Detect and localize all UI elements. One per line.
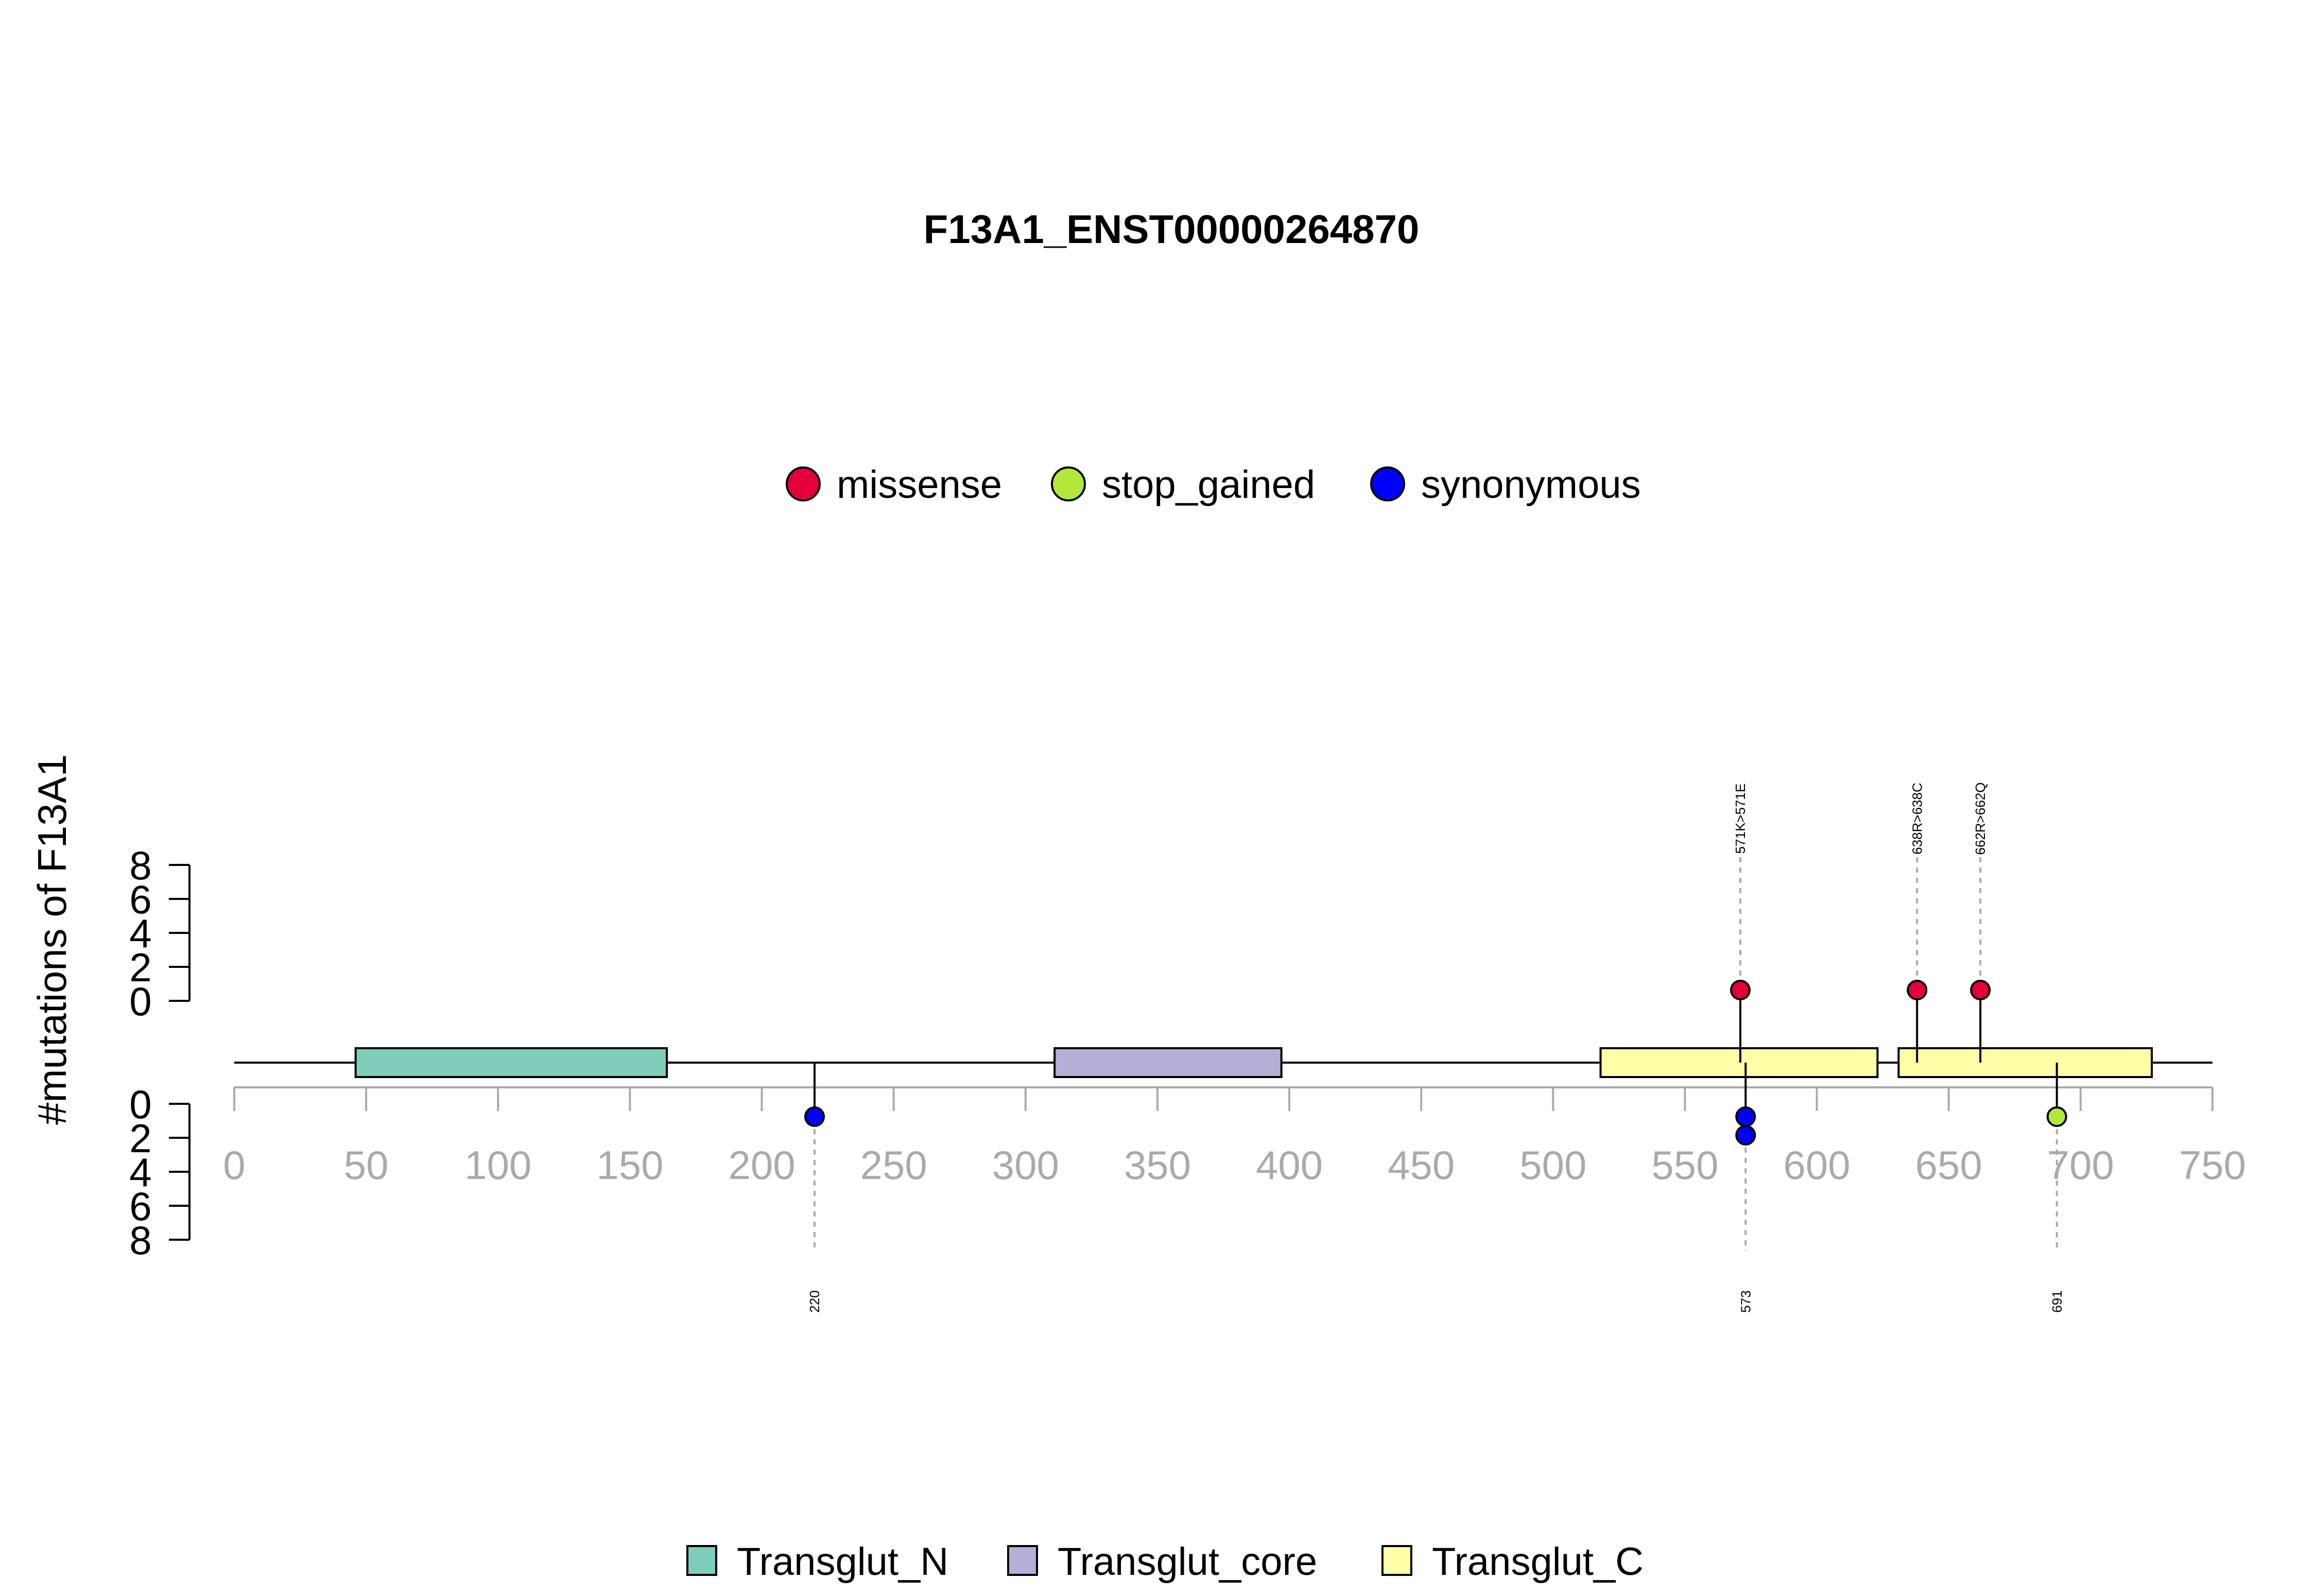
x-tick-label-750: 750 <box>2179 1142 2246 1188</box>
x-tick-label-150: 150 <box>596 1142 663 1188</box>
y-tick-label-lower-8: 8 <box>129 1218 151 1263</box>
mutation-label-220: 220 <box>807 1290 822 1312</box>
mutation-point-571K>571E <box>1730 980 1751 1000</box>
legend-Transglut_C-label: Transglut_C <box>1432 1540 1644 1584</box>
mutation-point-573 <box>1735 1106 1756 1127</box>
mutation-type-legend: missense stop_gained synonymous <box>786 463 1641 507</box>
y-tick-label-lower-0: 0 <box>129 1082 151 1127</box>
mutation-label-691: 691 <box>2049 1290 2065 1312</box>
x-tick-label-200: 200 <box>728 1142 795 1188</box>
mutation-label-571K>571E: 571K>571E <box>1733 784 1748 854</box>
x-tick-label-400: 400 <box>1256 1142 1323 1188</box>
x-tick-label-700: 700 <box>2047 1142 2114 1188</box>
legend-synonymous-swatch <box>1370 466 1405 501</box>
legend-missense-swatch <box>786 466 821 501</box>
y-tick-label-lower-6: 6 <box>129 1184 151 1229</box>
y-axis-label: #mutations of F13A1 <box>29 754 75 1125</box>
x-tick-label-350: 350 <box>1124 1142 1191 1188</box>
x-tick-label-600: 600 <box>1784 1142 1851 1188</box>
x-tick-label-450: 450 <box>1388 1142 1455 1188</box>
mutation-label-573: 573 <box>1738 1290 1753 1312</box>
x-tick-label-550: 550 <box>1651 1142 1718 1188</box>
x-tick-label-650: 650 <box>1915 1142 1982 1188</box>
mutation-point-691 <box>2046 1106 2067 1127</box>
mutation-point-662R>662Q <box>1970 980 1991 1000</box>
domain-legend: Transglut_N Transglut_core Transglut_C <box>686 1540 1644 1584</box>
x-tick-label-0: 0 <box>223 1142 245 1188</box>
domain-Transglut_C <box>1599 1047 1879 1078</box>
domain-Transglut_N <box>354 1047 668 1078</box>
y-tick-label-upper-4: 4 <box>129 911 151 956</box>
legend-missense-label: missense <box>837 463 1002 507</box>
legend-Transglut_core-label: Transglut_core <box>1058 1540 1317 1584</box>
x-axis: 0 50 100 150 200 250 300 350 400 450 500 550 600 650 7… <box>223 1086 2246 1188</box>
mutation-label-662R>662Q: 662R>662Q <box>1973 783 1988 855</box>
legend-stop_gained-swatch <box>1051 466 1086 501</box>
x-tick-label-100: 100 <box>464 1142 531 1188</box>
domain-Transglut_C <box>1897 1047 2153 1078</box>
legend-Transglut_N-swatch <box>686 1545 717 1576</box>
x-tick-label-50: 50 <box>344 1142 389 1188</box>
domain-boxes <box>354 1047 2153 1078</box>
y-tick-label-upper-8: 8 <box>129 843 151 888</box>
y-tick-label-upper-6: 6 <box>129 877 151 922</box>
legend-Transglut_core-swatch <box>1007 1545 1038 1576</box>
x-tick-label-300: 300 <box>992 1142 1059 1188</box>
domain-Transglut_core <box>1053 1047 1283 1078</box>
mutation-point-638R>638C <box>1907 980 1928 1000</box>
y-tick-label-lower-2: 2 <box>129 1116 151 1161</box>
mutation-label-638R>638C: 638R>638C <box>1909 783 1925 855</box>
y-tick-label-upper-0: 0 <box>129 979 151 1024</box>
mutation-point-573 <box>1735 1125 1756 1146</box>
chart-title: F13A1_ENST00000264870 <box>924 206 1420 252</box>
legend-synonymous-label: synonymous <box>1421 463 1641 507</box>
mutation-lollipops: 571K>571E 638R>638C 662R>662Q 220 573 691 <box>804 783 2067 1313</box>
mutation-point-220 <box>804 1106 825 1127</box>
legend-Transglut_C-swatch <box>1381 1545 1412 1576</box>
legend-stop_gained-label: stop_gained <box>1102 463 1315 507</box>
y-tick-label-upper-2: 2 <box>129 945 151 990</box>
legend-Transglut_N-label: Transglut_N <box>737 1540 948 1584</box>
x-tick-label-250: 250 <box>860 1142 927 1188</box>
y-tick-label-lower-4: 4 <box>129 1150 151 1195</box>
x-tick-label-500: 500 <box>1519 1142 1586 1188</box>
